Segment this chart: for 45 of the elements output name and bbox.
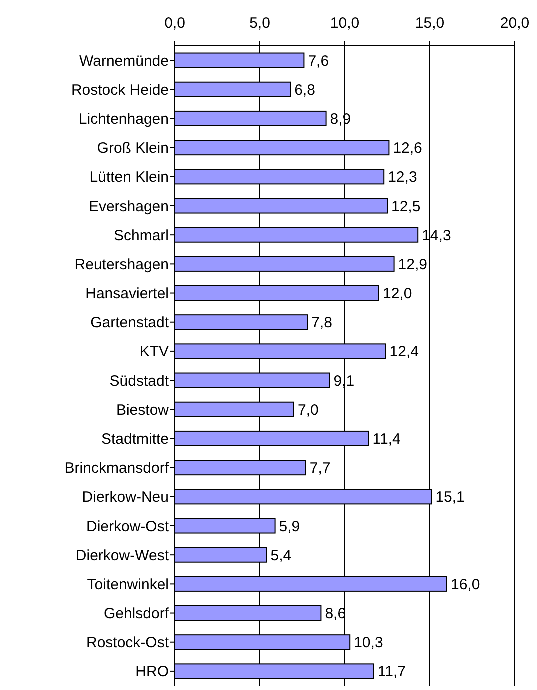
data-label: 12,9 xyxy=(398,256,428,274)
x-tick-label: 20,0 xyxy=(500,15,530,32)
data-label: 12,6 xyxy=(393,140,422,158)
y-tick-label: HRO xyxy=(136,664,169,681)
data-label: 16,0 xyxy=(451,576,480,594)
data-label: 5,4 xyxy=(270,547,292,564)
y-tick-label: Stadtmitte xyxy=(101,430,169,448)
y-tick-label: Reutershagen xyxy=(74,256,169,274)
y-tick-label: Dierkow-Ost xyxy=(86,518,170,536)
x-tick-label: 0,0 xyxy=(164,15,186,32)
y-tick-label: Lütten Klein xyxy=(90,169,169,186)
y-tick-label: Brinckmansdorf xyxy=(64,460,170,478)
x-tick-label: 10,0 xyxy=(330,15,360,32)
data-label: 11,7 xyxy=(378,664,406,681)
y-tick-label: Biestow xyxy=(116,402,170,419)
data-label: 6,8 xyxy=(294,82,316,99)
data-label: 10,3 xyxy=(354,634,384,652)
y-tick-label: Gehlsdorf xyxy=(104,606,170,623)
data-label: 12,5 xyxy=(392,198,421,216)
y-tick-label: Hansaviertel xyxy=(86,286,169,303)
data-label: 5,9 xyxy=(279,518,300,536)
x-tick-label: 5,0 xyxy=(250,15,270,32)
y-tick-label: Gartenstadt xyxy=(90,314,170,332)
y-tick-label: Dierkow-West xyxy=(76,547,170,564)
data-label: 7,0 xyxy=(298,402,319,419)
y-tick-label: Evershagen xyxy=(88,198,169,216)
data-label: 11,4 xyxy=(372,430,401,448)
y-tick-label: Lichtenhagen xyxy=(78,110,169,128)
y-tick-label: Rostock-Ost xyxy=(86,634,170,652)
data-label: 12,3 xyxy=(388,169,418,186)
y-tick-label: Dierkow-Neu xyxy=(82,489,169,506)
y-tick-label: KTV xyxy=(140,344,169,361)
data-label: 7,7 xyxy=(310,460,331,478)
data-label: 15,1 xyxy=(436,489,465,506)
y-tick-label: Schmarl xyxy=(114,227,169,244)
y-tick-label: Warnemünde xyxy=(80,52,169,70)
data-label: 12,0 xyxy=(383,286,412,303)
data-label: 7,8 xyxy=(312,314,332,332)
x-tick-label: 15,0 xyxy=(415,15,445,32)
y-tick-label: Südstadt xyxy=(110,372,170,390)
data-label: 12,4 xyxy=(390,344,420,361)
y-tick-label: Groß Klein xyxy=(97,140,169,158)
y-tick-label: Toitenwinkel xyxy=(87,576,169,594)
y-tick-label: Rostock Heide xyxy=(71,82,169,99)
data-label: 7,6 xyxy=(308,52,330,70)
